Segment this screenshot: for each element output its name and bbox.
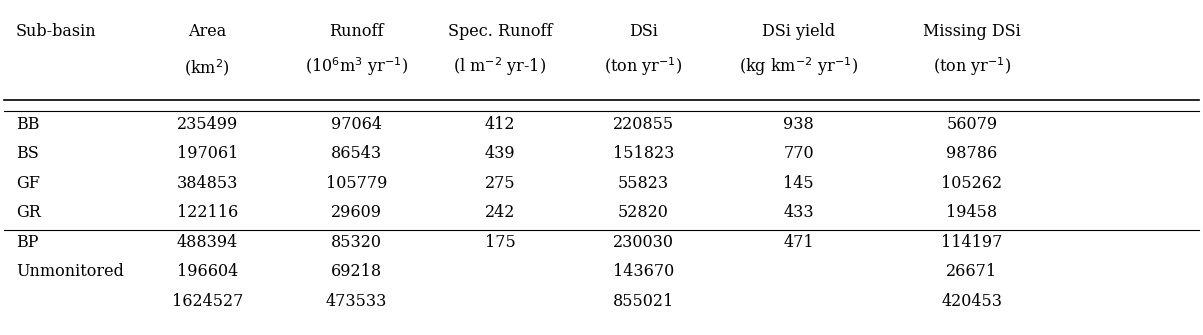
- Text: Runoff: Runoff: [330, 23, 384, 40]
- Text: 105262: 105262: [941, 175, 1002, 192]
- Text: DSi: DSi: [629, 23, 658, 40]
- Text: BS: BS: [16, 145, 38, 162]
- Text: BP: BP: [16, 234, 38, 251]
- Text: (ton yr$^{-1}$): (ton yr$^{-1}$): [932, 55, 1011, 78]
- Text: 151823: 151823: [612, 145, 674, 162]
- Text: 98786: 98786: [947, 145, 997, 162]
- Text: 420453: 420453: [941, 293, 1002, 310]
- Text: 230030: 230030: [612, 234, 674, 251]
- Text: (l m$^{-2}$ yr-1): (l m$^{-2}$ yr-1): [454, 55, 546, 78]
- Text: 433: 433: [783, 204, 814, 221]
- Text: 938: 938: [783, 116, 814, 133]
- Text: 97064: 97064: [331, 116, 383, 133]
- Text: 196604: 196604: [177, 263, 238, 280]
- Text: 175: 175: [485, 234, 515, 251]
- Text: 56079: 56079: [947, 116, 997, 133]
- Text: 412: 412: [485, 116, 515, 133]
- Text: Area: Area: [188, 23, 226, 40]
- Text: DSi yield: DSi yield: [761, 23, 835, 40]
- Text: 471: 471: [783, 234, 814, 251]
- Text: 55823: 55823: [618, 175, 669, 192]
- Text: 105779: 105779: [326, 175, 387, 192]
- Text: BB: BB: [16, 116, 40, 133]
- Text: 69218: 69218: [331, 263, 383, 280]
- Text: 85320: 85320: [331, 234, 383, 251]
- Text: 275: 275: [485, 175, 515, 192]
- Text: 86543: 86543: [331, 145, 383, 162]
- Text: 439: 439: [485, 145, 515, 162]
- Text: 488394: 488394: [177, 234, 238, 251]
- Text: 143670: 143670: [612, 263, 674, 280]
- Text: 114197: 114197: [941, 234, 1002, 251]
- Text: 473533: 473533: [326, 293, 387, 310]
- Text: 145: 145: [783, 175, 814, 192]
- Text: 29609: 29609: [331, 204, 383, 221]
- Text: 197061: 197061: [177, 145, 238, 162]
- Text: 52820: 52820: [618, 204, 669, 221]
- Text: 220855: 220855: [612, 116, 674, 133]
- Text: Sub-basin: Sub-basin: [16, 23, 96, 40]
- Text: (10$^6$m$^3$ yr$^{-1}$): (10$^6$m$^3$ yr$^{-1}$): [306, 55, 408, 78]
- Text: Spec. Runoff: Spec. Runoff: [448, 23, 552, 40]
- Text: (km$^2$): (km$^2$): [184, 57, 230, 78]
- Text: 26671: 26671: [947, 263, 997, 280]
- Text: (kg km$^{-2}$ yr$^{-1}$): (kg km$^{-2}$ yr$^{-1}$): [739, 55, 858, 78]
- Text: 122116: 122116: [177, 204, 238, 221]
- Text: 242: 242: [485, 204, 515, 221]
- Text: 235499: 235499: [177, 116, 238, 133]
- Text: (ton yr$^{-1}$): (ton yr$^{-1}$): [604, 55, 682, 78]
- Text: Unmonitored: Unmonitored: [16, 263, 124, 280]
- Text: 384853: 384853: [177, 175, 238, 192]
- Text: GF: GF: [16, 175, 40, 192]
- Text: GR: GR: [16, 204, 41, 221]
- Text: Missing DSi: Missing DSi: [923, 23, 1020, 40]
- Text: 1624527: 1624527: [172, 293, 243, 310]
- Text: 770: 770: [783, 145, 814, 162]
- Text: 855021: 855021: [612, 293, 674, 310]
- Text: 19458: 19458: [947, 204, 997, 221]
